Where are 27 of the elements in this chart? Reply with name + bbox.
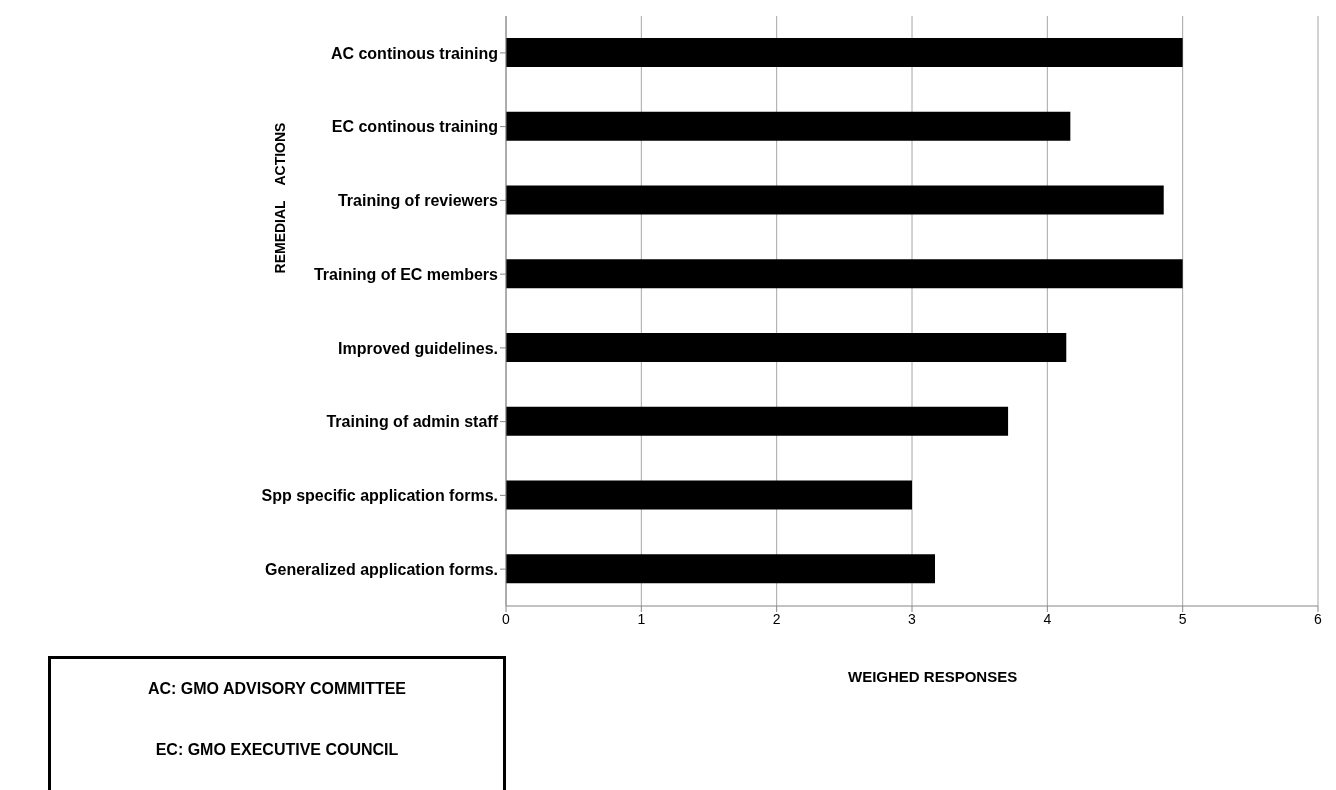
x-tick-label: 0 (502, 610, 511, 627)
y-tick-label: AC continous training (330, 44, 498, 62)
y-tick-label: Spp specific application forms. (261, 487, 498, 505)
bar (506, 480, 912, 510)
x-axis-title: WEIGHED RESPONSES (848, 668, 1018, 685)
y-axis-title: REMEDIAL ACTIONS (272, 122, 288, 274)
bar (506, 259, 1183, 289)
text: EC: GMO EXECUTIVE COUNCIL (155, 740, 399, 759)
y-tick-label: Improved guidelines. (337, 339, 498, 357)
y-tick-label: EC continous training (331, 118, 498, 136)
y-tick-label: Training of EC members (313, 265, 499, 283)
x-tick-label: 2 (772, 610, 781, 627)
bar (506, 111, 1071, 141)
x-tick-label: 1 (637, 610, 646, 627)
bar (506, 554, 936, 584)
bar (506, 185, 1164, 215)
y-tick-label: Generalized application forms. (265, 560, 498, 578)
x-tick-label: 3 (908, 610, 917, 627)
x-tick-label: 4 (1043, 610, 1052, 627)
x-tick-label: 6 (1314, 610, 1323, 627)
y-tick-label: Training of reviewers (337, 192, 499, 210)
bar (506, 38, 1183, 67)
y-tick-label: Training of admin staff (326, 413, 499, 431)
text: AC: GMO ADVISORY COMMITTEE (147, 680, 407, 699)
bar (506, 333, 1067, 362)
bar (506, 406, 1009, 436)
x-tick-label: 5 (1178, 610, 1187, 627)
